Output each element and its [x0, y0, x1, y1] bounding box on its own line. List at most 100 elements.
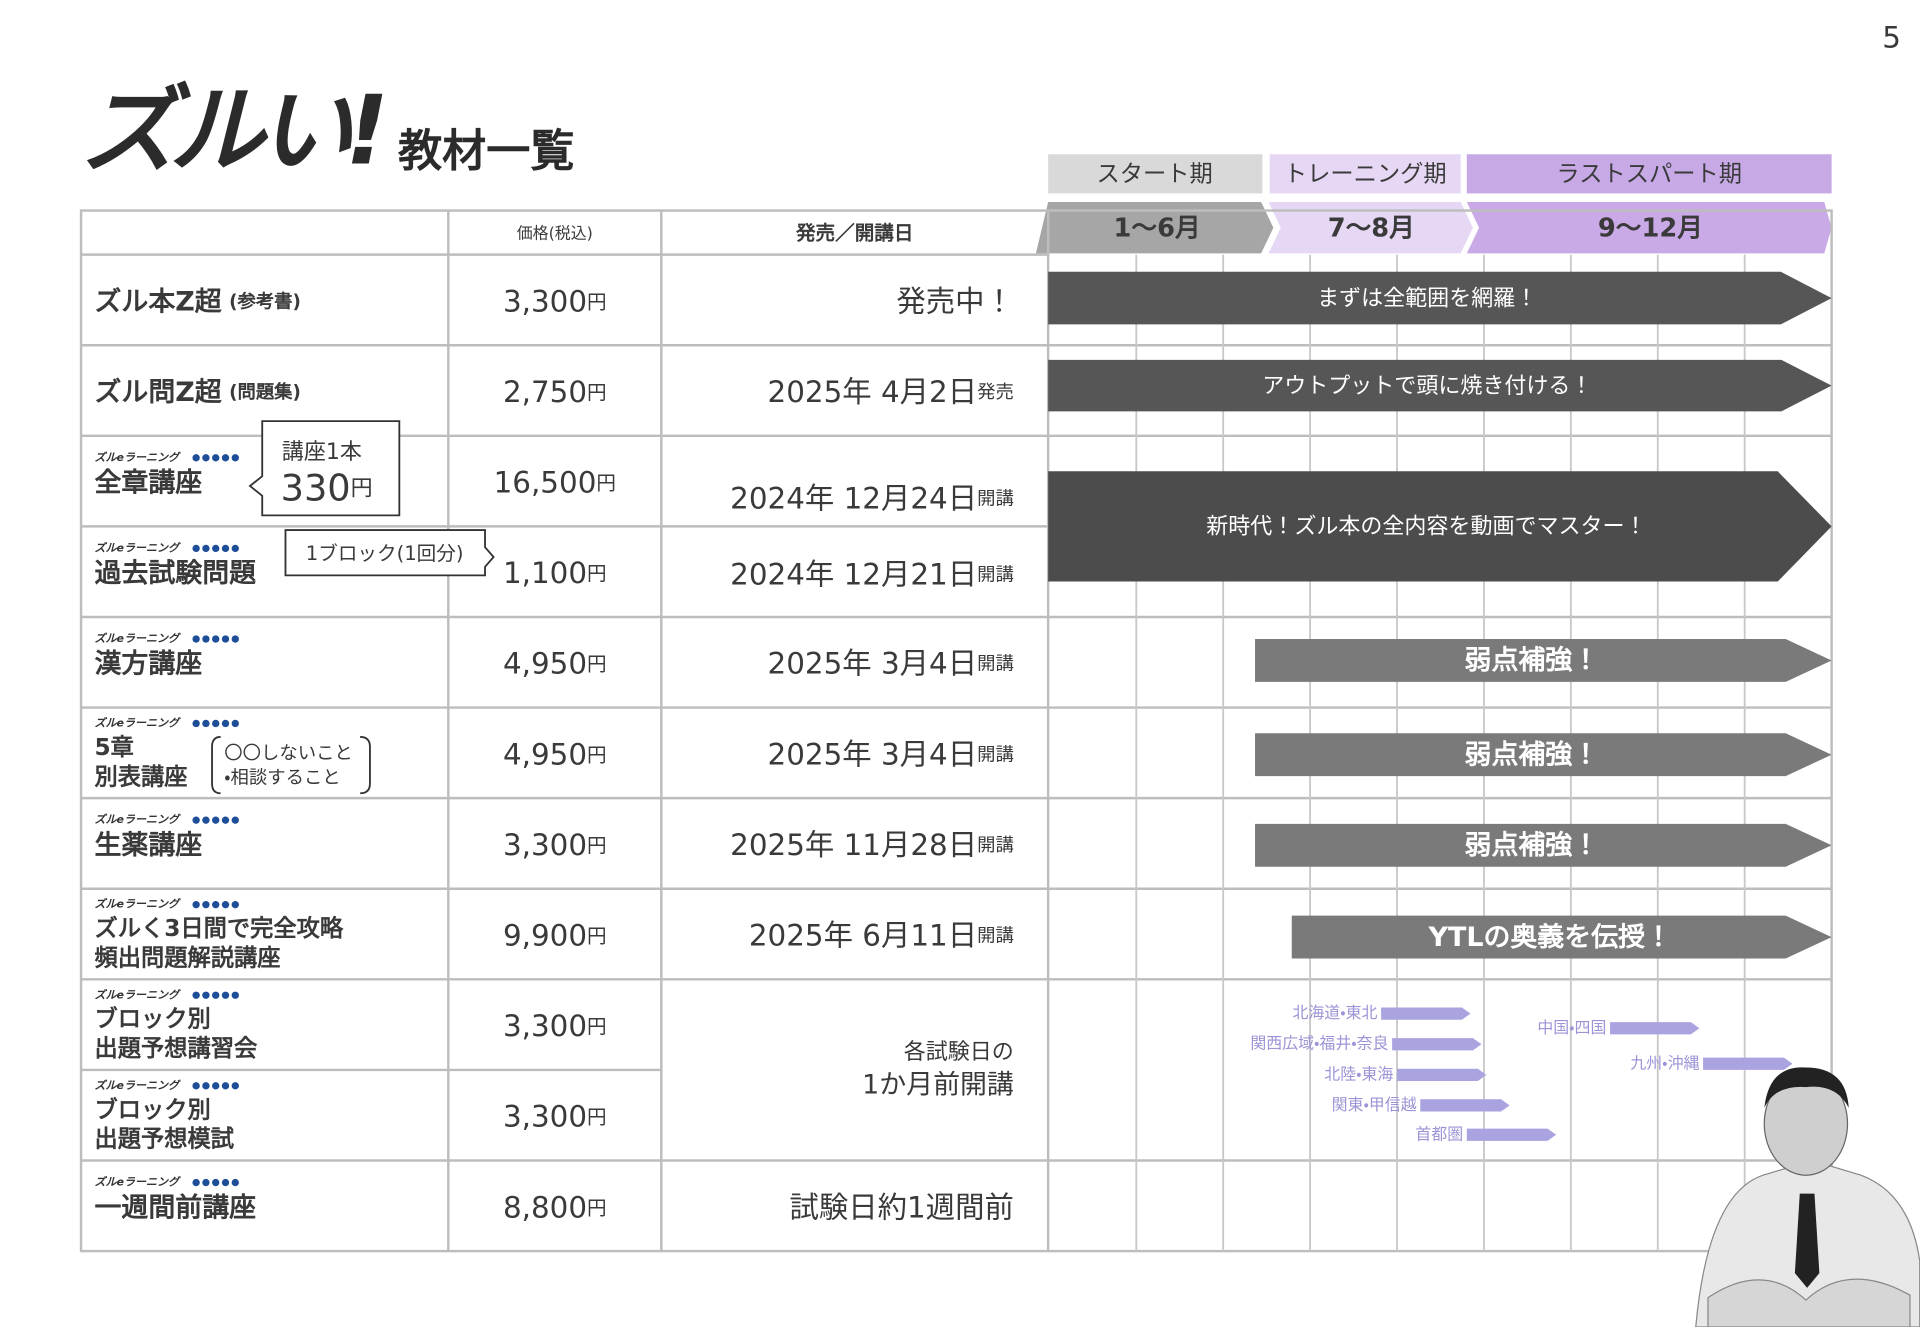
- phase-box: [1466, 154, 1832, 194]
- date-suffix: 開講: [977, 564, 1014, 585]
- bar-arrow: [1255, 639, 1832, 682]
- dot: [192, 1082, 200, 1090]
- name-line: 全章講座: [95, 467, 203, 498]
- amount: 4,950: [503, 737, 587, 771]
- dot: [192, 816, 200, 824]
- months: 9～12月: [1598, 213, 1703, 243]
- date-suffix: 開講: [977, 835, 1014, 856]
- item-name: 一週間前講座: [95, 1191, 257, 1223]
- name-line: 出題予想講習会: [95, 1035, 259, 1062]
- amount: 8,800: [503, 1190, 587, 1224]
- months: 7～8月: [1328, 213, 1415, 243]
- dot: [202, 816, 210, 824]
- dot: [231, 719, 239, 728]
- name-line: ズル問Z超: [95, 375, 223, 407]
- elearning-label: ズルeラーニング: [95, 1176, 181, 1189]
- name-line: 生薬講座: [95, 829, 203, 860]
- dot: [192, 635, 200, 643]
- bar-arrow: [1255, 733, 1832, 777]
- amount: 3,300: [503, 1099, 587, 1133]
- dot: [221, 991, 230, 999]
- name-line: 過去試験問題: [95, 558, 257, 589]
- bar-text: アウトプットで頭に焼き付ける！: [1262, 374, 1592, 399]
- elearning-label: ズルeラーニング: [95, 1079, 181, 1092]
- bar-arrow: [1291, 915, 1832, 959]
- shared-date: 各試験日の: [904, 1040, 1014, 1065]
- dot: [212, 900, 220, 909]
- dot: [231, 635, 239, 643]
- yen: 円: [587, 380, 607, 403]
- date: 2025年 3月4日開講: [768, 737, 1014, 771]
- callout-rules: 〇〇しないこと ・相談すること: [211, 736, 371, 795]
- phase-name: ラストスパート期: [1556, 161, 1742, 188]
- amount: 9,900: [503, 918, 587, 952]
- amount: 1,100: [503, 556, 587, 590]
- item-name: 出題予想講習会: [95, 1035, 259, 1062]
- phase-name: スタート期: [1097, 161, 1213, 188]
- dot: [192, 719, 200, 728]
- yen: 円: [587, 743, 607, 766]
- yen: 円: [587, 833, 607, 856]
- date-suffix: 開講: [977, 488, 1014, 509]
- elearning-label: ズルeラーニング: [95, 716, 181, 729]
- phase-box: [1269, 154, 1461, 194]
- amount: 4,950: [503, 646, 587, 680]
- item-name: 出題予想模試: [95, 1125, 235, 1152]
- dot: [231, 816, 239, 824]
- table-border: [79, 209, 1833, 1253]
- yen: 円: [587, 562, 607, 585]
- column-header: 価格(税込): [517, 223, 593, 242]
- dot: [212, 719, 220, 728]
- tie: [1794, 1193, 1820, 1288]
- bar-text: YTLの奥義を伝授！: [1427, 921, 1671, 953]
- date-value: 2025年 4月2日: [768, 374, 978, 408]
- price: 3,300円: [503, 1009, 607, 1043]
- date: 2025年 4月2日発売: [768, 374, 1014, 408]
- item-name: 頻出問題解説講座: [95, 944, 281, 971]
- date-value: 試験日約1週間前: [790, 1190, 1014, 1224]
- bar-arrow: [1048, 359, 1832, 412]
- bar-arrow: [1048, 271, 1832, 325]
- region-label: 九州・沖縄: [1630, 1053, 1699, 1072]
- callout-text: 1ブロック(1回分): [306, 542, 464, 565]
- rule: ・相談すること: [224, 768, 340, 789]
- elearning-label: ズルeラーニング: [95, 451, 181, 464]
- price: 8,800円: [503, 1190, 607, 1224]
- dot: [231, 544, 239, 553]
- yen: 円: [587, 924, 607, 947]
- date-value: 2024年 12月24日: [730, 481, 977, 515]
- elearning-label: ズルeラーニング: [95, 813, 181, 826]
- callout-box: [284, 529, 495, 577]
- item-name: 生薬講座: [95, 829, 203, 860]
- name-line: ズル本Z超: [95, 285, 223, 317]
- price: 9,900円: [503, 918, 607, 952]
- bar-text: 弱点補強！: [1465, 645, 1600, 676]
- region-bar: [1381, 1007, 1471, 1020]
- months: 1～6月: [1114, 213, 1201, 243]
- date-suffix: 開講: [977, 654, 1014, 675]
- dot: [212, 991, 220, 999]
- phase-box: [1048, 154, 1263, 194]
- item-name: ズル本Z超 (参考書): [95, 285, 301, 317]
- dot: [212, 816, 220, 824]
- month-chevron: [1466, 201, 1832, 254]
- yen: 円: [596, 471, 616, 494]
- dot: [212, 1082, 220, 1090]
- dot: [221, 454, 230, 462]
- region-label: 北陸・東海: [1324, 1064, 1393, 1083]
- region-bar: [1420, 1099, 1510, 1112]
- dot: [221, 544, 230, 553]
- date-suffix: 開講: [977, 744, 1014, 765]
- date-value: 2025年 3月4日: [768, 737, 978, 771]
- name-line: 頻出問題解説講座: [95, 944, 281, 971]
- callout-price: 330円: [281, 466, 373, 509]
- name-line: ブロック別: [95, 1096, 211, 1123]
- date-suffix: 開講: [977, 925, 1014, 946]
- yen: 円: [587, 290, 607, 313]
- yen: 円: [587, 1196, 607, 1219]
- region-bar: [1397, 1068, 1487, 1081]
- amount: 3,300: [503, 284, 587, 318]
- shared-date: 1か月前開講: [862, 1069, 1014, 1100]
